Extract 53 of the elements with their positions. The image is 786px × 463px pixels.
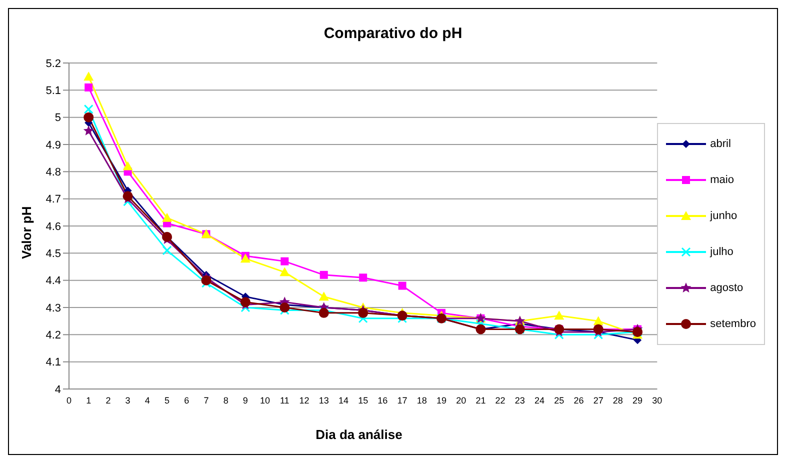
y-tick-label: 4.4 [46,275,61,288]
legend-label: maio [710,174,734,186]
x-axis-title: Dia da análise [314,427,404,442]
x-tick-label: 13 [318,395,329,406]
x-tick-label: 4 [144,395,150,406]
y-tick-label: 4.3 [46,302,61,314]
x-tick-label: 19 [436,395,446,406]
x-tick-label: 27 [593,395,604,406]
x-tick-label: 6 [184,395,190,406]
x-tick-label: 2 [106,395,111,406]
x-tick-label: 18 [416,395,427,406]
x-tick-label: 11 [280,395,290,406]
x-tick-label: 24 [534,395,545,406]
x-tick-label: 5 [164,395,170,406]
x-tick-label: 1 [86,395,92,406]
y-tick-label: 4.6 [46,220,61,233]
x-tick-label: 12 [299,395,310,406]
x-tick-label: 16 [378,395,388,406]
y-tick-label: 4.8 [46,166,61,179]
legend-label: setembro [710,318,756,330]
y-tick-label: 4.1 [46,356,61,369]
x-tick-label: 20 [456,395,466,406]
x-tick-label: 7 [204,395,209,406]
y-tick-label: 4.5 [46,248,61,260]
x-tick-label: 29 [632,395,643,406]
y-tick-label: 5.1 [46,85,61,98]
x-tick-label: 22 [495,395,506,406]
legend-label: abril [710,138,731,150]
x-tick-label: 26 [574,395,584,406]
y-tick-label: 4.9 [46,139,61,152]
x-tick-label: 0 [66,395,72,406]
y-tick-label: 5 [54,112,61,124]
x-tick-label: 25 [554,395,564,406]
x-tick-label: 23 [514,395,525,406]
x-tick-label: 21 [476,395,486,406]
x-tick-label: 3 [125,395,130,406]
chart-title: Comparativo do pH [322,25,464,42]
y-axis-title: Valor pH [19,206,34,259]
x-tick-label: 9 [242,395,248,406]
y-tick-label: 4.7 [46,194,61,206]
x-tick-label: 30 [652,395,662,406]
x-tick-label: 8 [223,395,228,406]
x-tick-label: 14 [338,395,348,406]
y-tick-label: 4.2 [46,330,61,342]
y-tick-label: 5.2 [46,58,61,70]
x-tick-label: 10 [260,395,270,406]
legend-label: julho [710,246,734,258]
x-tick-label: 28 [612,395,623,406]
legend-label: agosto [710,282,744,294]
x-tick-label: 15 [358,395,368,406]
y-tick-label: 4 [54,384,61,396]
x-tick-label: 17 [397,395,408,406]
legend-label: junho [710,210,738,222]
